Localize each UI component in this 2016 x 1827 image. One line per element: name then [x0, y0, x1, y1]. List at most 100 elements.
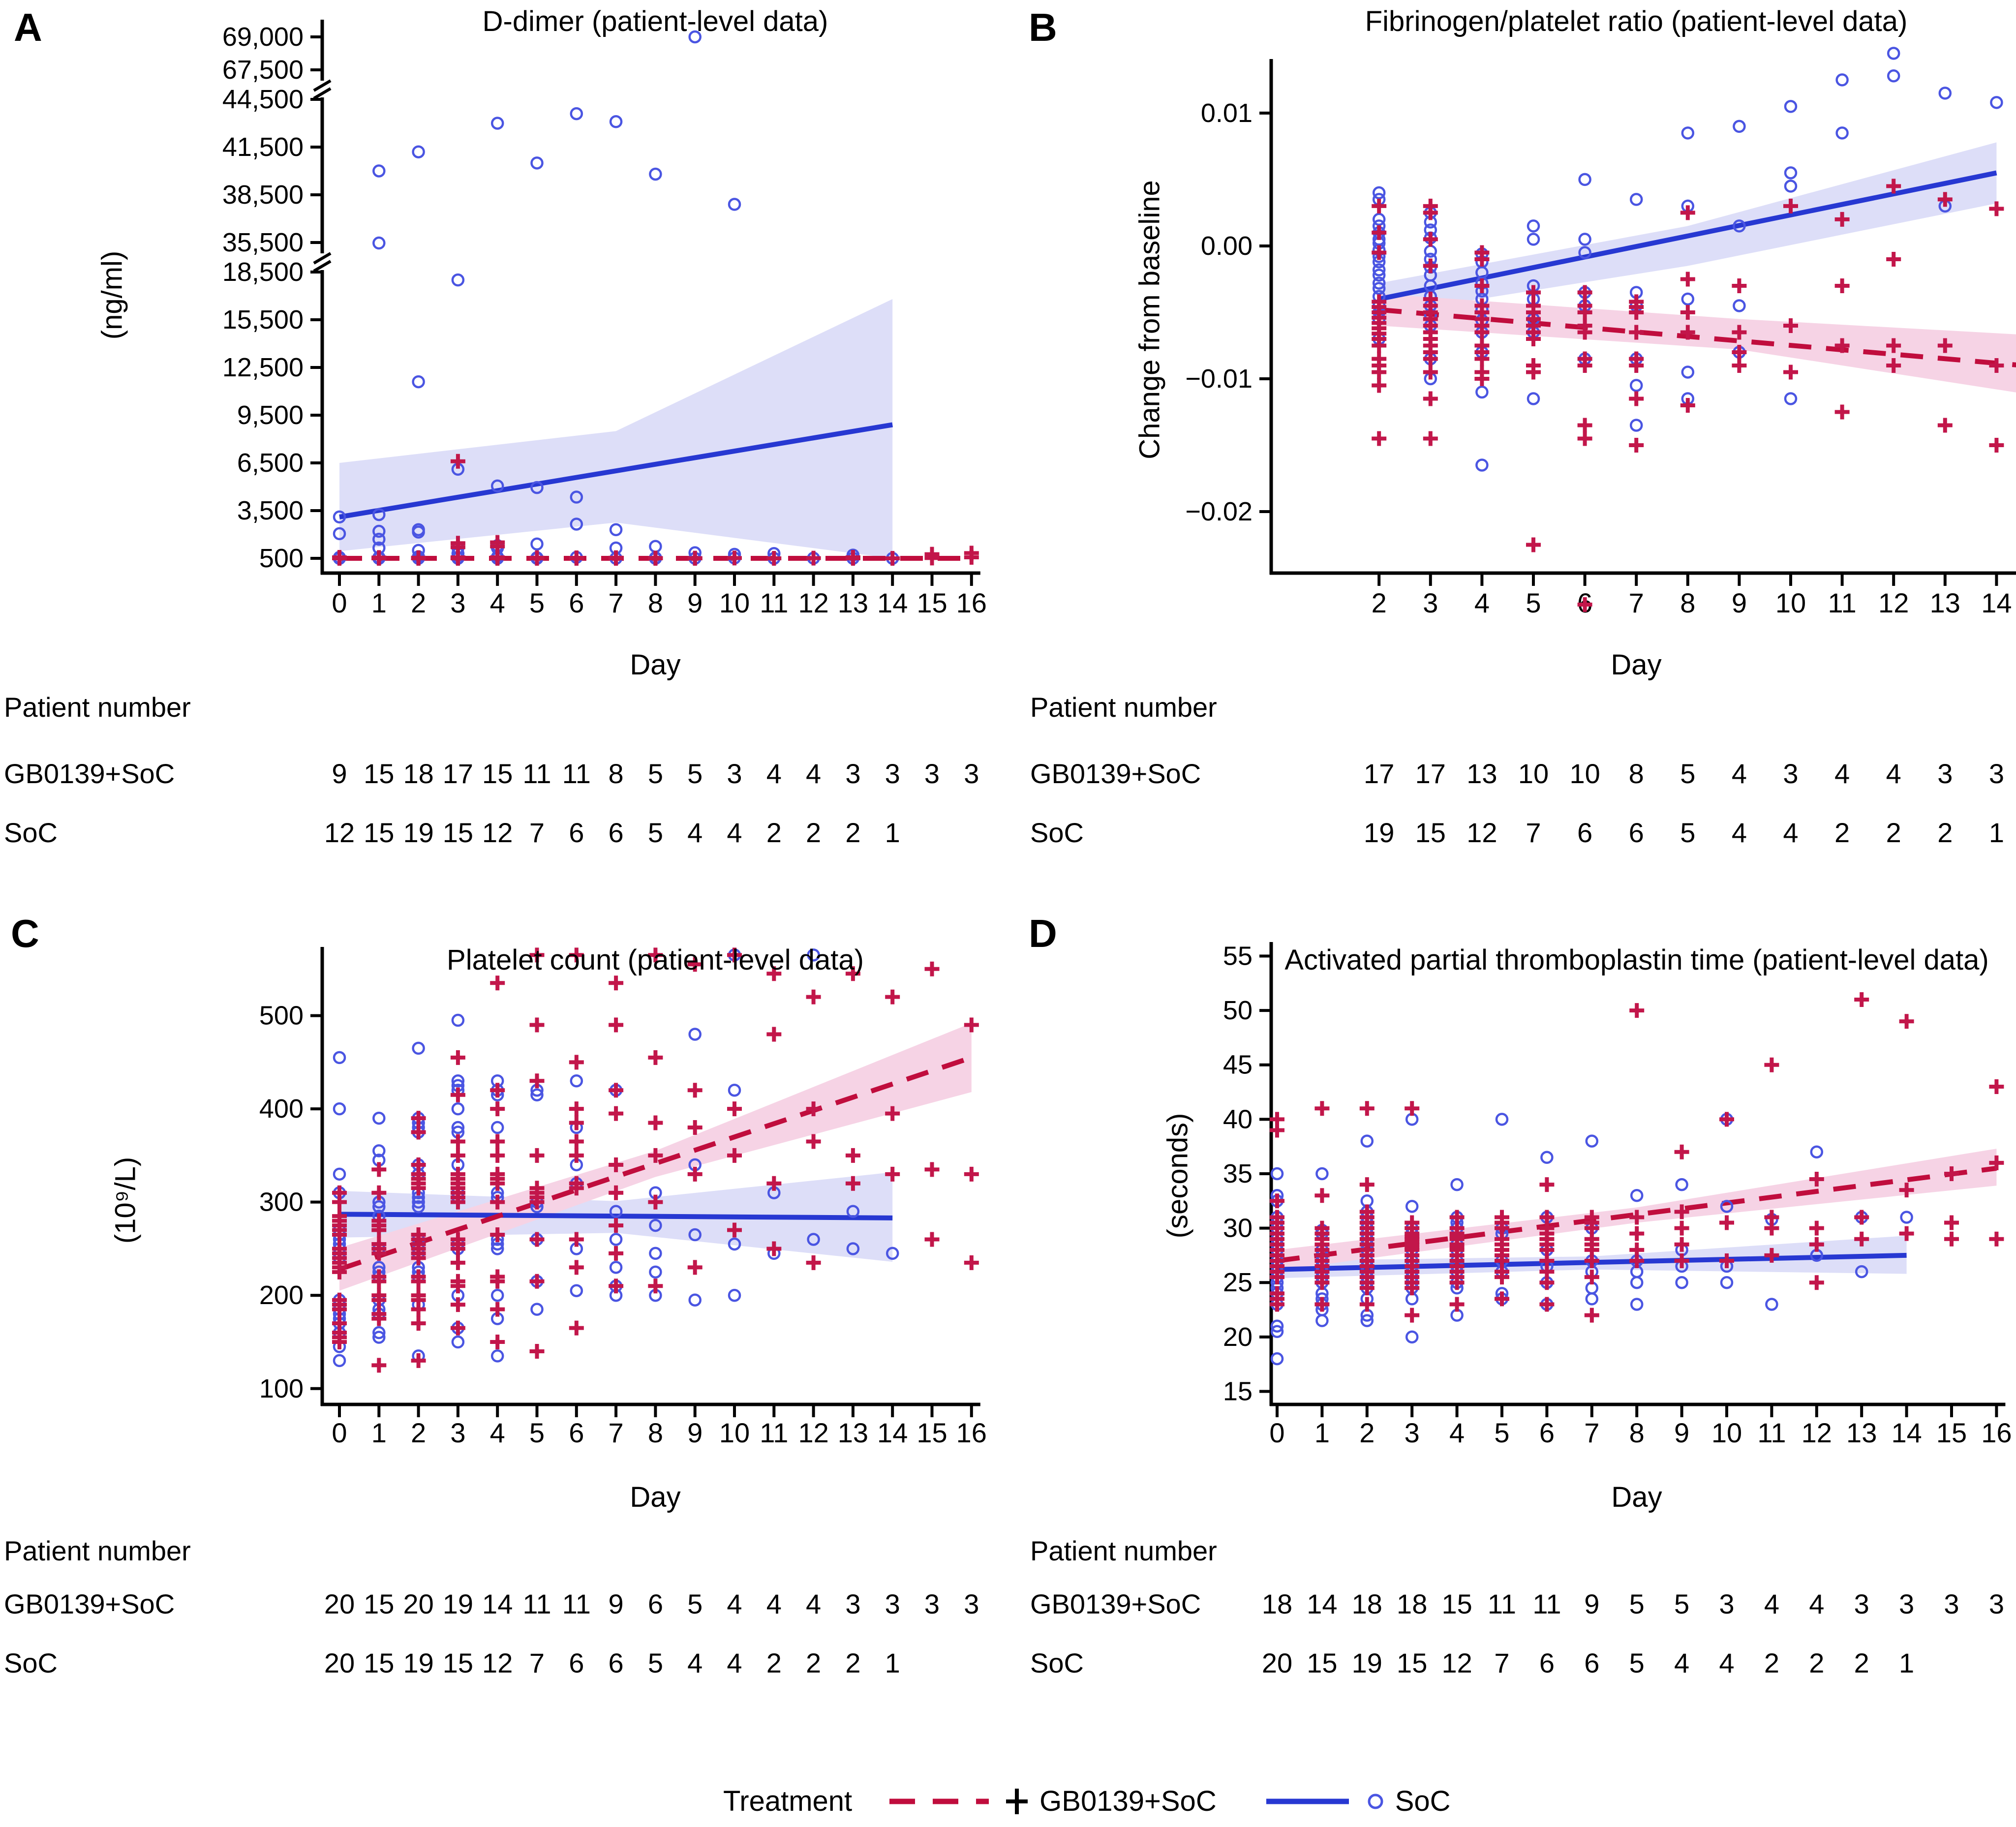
svg-text:11: 11 [522, 1588, 551, 1619]
svg-text:6: 6 [609, 1647, 624, 1678]
svg-text:11: 11 [562, 758, 591, 789]
svg-text:4: 4 [490, 587, 505, 618]
svg-text:19: 19 [403, 1647, 433, 1678]
panel-d-table-heading: Patient number [1030, 1535, 1217, 1566]
panel-b-ylabel: Change from baseline [1133, 180, 1166, 459]
svg-text:1: 1 [885, 817, 900, 848]
svg-text:14: 14 [877, 587, 908, 618]
svg-text:12: 12 [1466, 817, 1497, 848]
plus-marker-icon [1006, 1788, 1028, 1814]
svg-text:3: 3 [1783, 758, 1798, 789]
panel-a-row-gb-label: GB0139+SoC [4, 758, 175, 789]
svg-text:19: 19 [1364, 817, 1394, 848]
patient-number-values: 20 15 20 19 14 11 11 9 6 5 4 4 4 3 3 3 320 15 19 15 12 7 6 6 5 4 4… [324, 1588, 979, 1678]
svg-text:10: 10 [1775, 587, 1806, 618]
panel-c-xlabel: Day [630, 1481, 681, 1513]
panel-a-ylabel: (ng/ml) [96, 250, 128, 340]
svg-text:6,500: 6,500 [237, 448, 304, 478]
svg-text:2: 2 [1886, 817, 1901, 848]
panel-b: B Fibrinogen/platelet ratio (patient-lev… [1008, 0, 2016, 890]
svg-text:2: 2 [1854, 1647, 1869, 1678]
panel-c-row-soc-label: SoC [4, 1647, 58, 1678]
svg-text:3: 3 [1989, 1588, 2004, 1619]
svg-text:67,500: 67,500 [222, 55, 304, 85]
svg-text:8: 8 [1629, 758, 1644, 789]
svg-text:9: 9 [1732, 587, 1747, 618]
svg-text:7: 7 [529, 817, 545, 848]
svg-text:14: 14 [877, 1417, 908, 1448]
svg-text:5: 5 [648, 758, 663, 789]
svg-text:9: 9 [687, 587, 703, 618]
svg-text:200: 200 [259, 1280, 304, 1310]
svg-text:6: 6 [569, 817, 584, 848]
svg-text:20: 20 [324, 1647, 355, 1678]
legend-item-soc: SoC [1263, 1785, 1451, 1818]
svg-text:9,500: 9,500 [237, 400, 304, 430]
svg-text:15: 15 [364, 1588, 394, 1619]
svg-text:0: 0 [332, 1417, 347, 1448]
axes: 0.010.00−0.01−0.022345678910111213141516 [1185, 59, 2016, 618]
legend-title: Treatment [723, 1785, 853, 1817]
svg-text:8: 8 [609, 758, 624, 789]
panel-c-table-heading: Patient number [4, 1535, 191, 1566]
svg-text:4: 4 [1886, 758, 1901, 789]
svg-text:12: 12 [1441, 1647, 1472, 1678]
svg-text:5: 5 [687, 758, 703, 789]
svg-text:4: 4 [687, 817, 703, 848]
svg-text:3: 3 [1899, 1588, 1914, 1619]
svg-text:9: 9 [609, 1588, 624, 1619]
svg-text:15: 15 [443, 817, 473, 848]
panel-d-xlabel: Day [1611, 1481, 1662, 1513]
panel-a-title: D-dimer (patient-level data) [482, 5, 828, 37]
panel-d: D Activated partial thromboplastin time … [1008, 890, 2016, 1827]
svg-text:4: 4 [727, 1647, 742, 1678]
svg-text:3: 3 [885, 1588, 900, 1619]
svg-text:5: 5 [1629, 1588, 1645, 1619]
svg-text:19: 19 [403, 817, 433, 848]
patient-number-values: 9 15 18 17 15 11 11 8 5 5 3 4 4 3 3 3 312 15 19 15 12 7 6 6 5 4 4 2… [324, 758, 979, 848]
svg-text:6: 6 [1539, 1647, 1555, 1678]
svg-text:2: 2 [766, 817, 782, 848]
svg-text:2: 2 [1764, 1647, 1779, 1678]
panel-b-table-heading: Patient number [1030, 692, 1217, 723]
svg-text:1: 1 [1314, 1417, 1330, 1448]
svg-text:0.01: 0.01 [1201, 98, 1252, 128]
svg-text:15: 15 [1307, 1647, 1337, 1678]
svg-text:2: 2 [845, 817, 860, 848]
confidence-bands [339, 299, 893, 558]
svg-text:2: 2 [845, 1647, 860, 1678]
svg-text:3: 3 [450, 587, 465, 618]
svg-text:7: 7 [1494, 1647, 1509, 1678]
svg-text:3: 3 [1854, 1588, 1869, 1619]
svg-text:500: 500 [259, 544, 304, 573]
svg-text:3: 3 [1405, 1417, 1420, 1448]
svg-text:11: 11 [1532, 1588, 1561, 1619]
svg-text:15: 15 [916, 587, 947, 618]
svg-text:4: 4 [1732, 758, 1747, 789]
svg-text:6: 6 [1584, 1647, 1599, 1678]
svg-text:3: 3 [964, 1588, 979, 1619]
svg-text:4: 4 [1474, 587, 1490, 618]
svg-text:5: 5 [1494, 1417, 1509, 1448]
svg-text:9: 9 [1584, 1588, 1599, 1619]
svg-text:45: 45 [1223, 1050, 1252, 1080]
svg-text:4: 4 [1449, 1417, 1465, 1448]
svg-text:3: 3 [727, 758, 742, 789]
svg-text:5: 5 [648, 1647, 663, 1678]
svg-text:0: 0 [1269, 1417, 1284, 1448]
svg-text:12: 12 [482, 817, 513, 848]
svg-text:400: 400 [259, 1094, 304, 1124]
svg-text:15: 15 [1223, 1376, 1252, 1406]
svg-text:100: 100 [259, 1374, 304, 1403]
svg-text:3: 3 [1989, 758, 2004, 789]
panel-b-row-soc-label: SoC [1030, 817, 1084, 848]
svg-text:19: 19 [443, 1588, 473, 1619]
svg-text:8: 8 [648, 587, 663, 618]
svg-text:35,500: 35,500 [222, 228, 304, 257]
svg-text:8: 8 [1629, 1417, 1645, 1448]
svg-text:20: 20 [1223, 1322, 1252, 1352]
svg-text:6: 6 [609, 817, 624, 848]
svg-text:5: 5 [648, 817, 663, 848]
svg-text:4: 4 [1674, 1647, 1689, 1678]
